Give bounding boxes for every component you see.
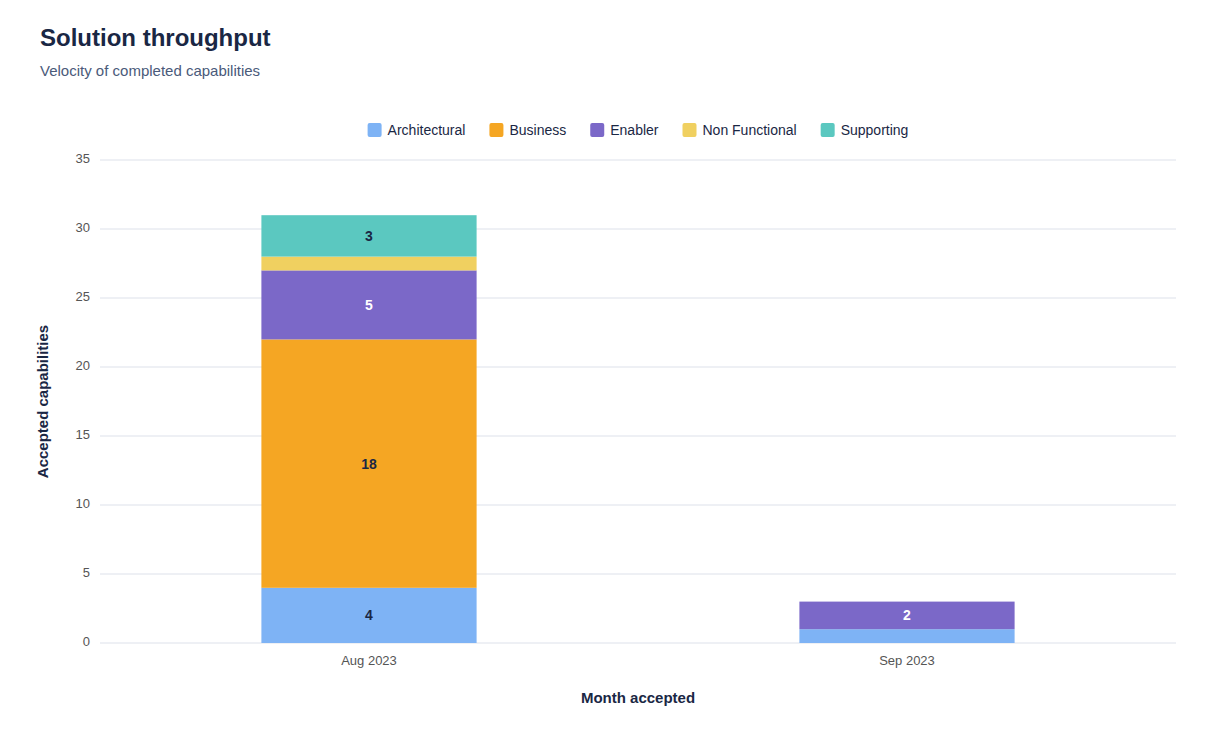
legend-swatch (489, 123, 503, 137)
bar-segment (799, 601, 1014, 602)
y-axis-label: Accepted capabilities (34, 325, 51, 478)
y-tick-label: 10 (76, 496, 90, 511)
legend-swatch (368, 123, 382, 137)
legend-item: Non Functional (683, 122, 797, 138)
bar-segment (261, 215, 476, 256)
legend-item: Supporting (821, 122, 909, 138)
legend-label: Non Functional (703, 122, 797, 138)
data-label: 4 (365, 607, 373, 623)
legend-label: Business (509, 122, 566, 138)
legend-swatch (683, 123, 697, 137)
legend: Architectural Business Enabler Non Function… (368, 122, 909, 138)
legend-swatch (590, 123, 604, 137)
legend-label: Enabler (610, 122, 659, 138)
data-label: 5 (365, 297, 373, 313)
bar-segment (261, 339, 476, 587)
legend-item: Business (489, 122, 566, 138)
data-label: 2 (903, 607, 911, 623)
legend-item: Enabler (590, 122, 659, 138)
bar-segment (261, 588, 476, 643)
y-tick-label: 15 (76, 427, 90, 442)
y-tick-label: 0 (83, 634, 90, 649)
y-tick-label: 35 (76, 151, 90, 166)
legend-label: Architectural (388, 122, 466, 138)
bar-segment (799, 629, 1014, 643)
bars (261, 215, 1014, 643)
data-labels: 4 18 5 2 3 (361, 228, 911, 624)
legend-swatch (821, 123, 835, 137)
y-tick-label: 30 (76, 220, 90, 235)
bar-segment (261, 270, 476, 339)
legend-item: Architectural (368, 122, 466, 138)
y-tick-label: 25 (76, 289, 90, 304)
x-axis-label: Month accepted (581, 689, 695, 706)
grid (100, 160, 1176, 643)
bar-segment (261, 257, 476, 271)
data-label: 18 (361, 456, 377, 472)
y-tick-label: 5 (83, 565, 90, 580)
chart: Solution throughput Velocity of completed… (0, 0, 1226, 738)
legend-label: Supporting (841, 122, 909, 138)
bar-segment (799, 602, 1014, 630)
data-label: 3 (365, 228, 373, 244)
bar-segment (799, 601, 1014, 602)
x-tick-label: Sep 2023 (879, 653, 935, 668)
title: Solution throughput (40, 24, 271, 51)
grid-line (100, 160, 1176, 161)
subtitle: Velocity of completed capabilities (40, 62, 260, 79)
y-tick-label: 20 (76, 358, 90, 373)
x-tick-label: Aug 2023 (341, 653, 397, 668)
